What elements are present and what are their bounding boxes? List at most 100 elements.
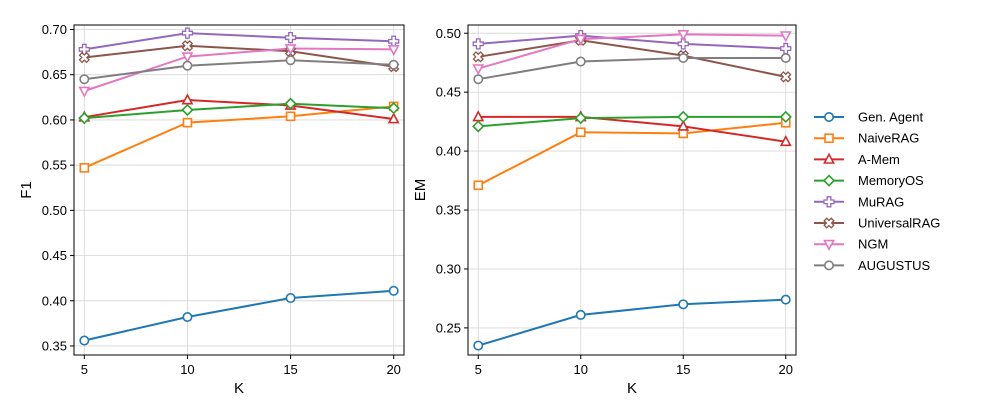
f1-series-points-augustus — [79, 55, 399, 85]
f1-series-line-memoryos — [84, 102, 394, 120]
em-point-naiverag-5 — [473, 180, 484, 191]
f1-series-points-universalrag — [78, 40, 400, 73]
f1-xtick-label: 15 — [283, 362, 297, 377]
em-point-gen-agent-20 — [780, 294, 791, 305]
legend-entry-memoryos: MemoryOS — [814, 173, 924, 188]
f1-point-memoryos-20 — [387, 102, 400, 115]
legend-label-a-mem: A-Mem — [858, 152, 900, 167]
em-point-gen-agent-15 — [678, 299, 689, 310]
f1-point-naiverag-10 — [182, 117, 193, 128]
em-y-axis-label: EM — [412, 179, 429, 202]
legend-entry-murag: MuRAG — [814, 194, 904, 209]
f1-point-murag-20 — [388, 35, 400, 47]
em-point-gen-agent-10 — [575, 309, 586, 320]
f1-point-universalrag-5 — [78, 51, 91, 64]
legend-marker-murag — [823, 196, 835, 208]
f1-ytick-label: 0.45 — [42, 248, 67, 263]
f1-point-gen-agent-10 — [182, 312, 193, 323]
em-ytick-label: 0.25 — [436, 320, 461, 335]
f1-point-ngm-10 — [181, 52, 194, 64]
f1-point-memoryos-10 — [181, 103, 194, 117]
em-point-ngm-5 — [472, 64, 485, 76]
legend-label-ngm: NGM — [858, 237, 888, 252]
f1-series-points-murag — [78, 27, 400, 56]
f1-ytick-label: 0.65 — [42, 67, 67, 82]
f1-ytick-label: 0.70 — [42, 22, 67, 37]
f1-point-memoryos-15 — [284, 97, 297, 110]
em-series-line-a-mem — [478, 115, 786, 143]
f1-ytick-label: 0.55 — [42, 158, 67, 173]
f1-x-axis-label: K — [234, 380, 244, 397]
f1-series-line-universalrag — [84, 44, 394, 68]
em-xtick-label: 10 — [574, 362, 588, 377]
em-series-line-ngm — [478, 33, 786, 70]
f1-series-line-ngm — [83, 47, 394, 92]
f1-point-ngm-15 — [284, 44, 297, 56]
f1-ytick-label: 0.35 — [42, 338, 67, 353]
f1-point-murag-5 — [78, 43, 90, 56]
f1-point-murag-10 — [181, 27, 194, 39]
f1-point-memoryos-5 — [78, 111, 91, 125]
em-x-axis-label: K — [627, 380, 637, 397]
em-series-line-universalrag — [478, 39, 787, 78]
f1-point-a-mem-10 — [181, 93, 194, 105]
em-point-naiverag-10 — [575, 127, 586, 138]
em-point-augustus-10 — [575, 56, 586, 67]
legend-label-murag: MuRAG — [858, 194, 904, 209]
f1-xtick-label: 20 — [386, 362, 400, 377]
f1-point-augustus-10 — [182, 60, 193, 71]
em-point-ngm-20 — [779, 31, 792, 43]
em-point-augustus-5 — [473, 74, 484, 85]
legend-entry-universalrag: UniversalRAG — [814, 216, 940, 231]
legend-entry-gen-agent: Gen. Agent — [814, 110, 923, 125]
em-series-line-naiverag — [477, 121, 786, 187]
em-ytick-label: 0.40 — [436, 144, 461, 159]
legend-entry-augustus: AUGUSTUS — [814, 258, 931, 273]
f1-y-axis-label: F1 — [18, 181, 35, 199]
em-point-memoryos-20 — [779, 110, 792, 124]
em-point-memoryos-10 — [574, 111, 587, 125]
em-point-murag-20 — [780, 42, 792, 55]
legend-marker-augustus — [823, 260, 834, 271]
em-point-a-mem-20 — [779, 134, 792, 147]
em-grid — [468, 25, 796, 355]
em-point-memoryos-15 — [677, 110, 690, 124]
f1-point-ngm-20 — [387, 45, 400, 57]
em-series-points-augustus — [473, 52, 791, 85]
em-series-line-gen-agent — [478, 298, 786, 347]
f1-point-ngm-5 — [78, 86, 91, 98]
em-ytick-label: 0.35 — [436, 203, 461, 218]
em-series-line-memoryos — [478, 115, 786, 128]
f1-point-a-mem-20 — [387, 112, 400, 124]
em-ytick-label: 0.45 — [436, 85, 461, 100]
em-point-memoryos-5 — [472, 120, 485, 133]
f1-xtick-label: 5 — [81, 362, 88, 377]
em-point-ngm-15 — [677, 30, 690, 42]
em-ytick-label: 0.30 — [436, 261, 461, 276]
legend-entry-naiverag: NaiveRAG — [814, 131, 919, 146]
legend-marker-a-mem — [823, 152, 835, 164]
f1-axes-frame — [73, 24, 405, 356]
em-xtick-label: 15 — [676, 362, 690, 377]
legend-label-memoryos: MemoryOS — [858, 173, 924, 188]
f1-point-augustus-15 — [285, 55, 296, 66]
f1-series-points-ngm — [78, 44, 400, 98]
legend: Gen. Agent NaiveRAG A-Mem MemoryOS MuRAG Univ… — [814, 110, 940, 273]
em-point-murag-15 — [677, 38, 689, 50]
f1-series-line-a-mem — [84, 98, 394, 120]
em-axes-frame — [467, 24, 797, 356]
f1-chart-panel: 5 10 15 20 0.35 0.40 0.45 0.50 0.55 0.60 0.65 0.70 K… — [18, 22, 405, 397]
f1-point-gen-agent-5 — [79, 335, 90, 346]
f1-point-augustus-5 — [79, 74, 90, 85]
f1-point-murag-15 — [284, 32, 297, 44]
em-chart-panel: 5 10 15 20 0.25 0.30 0.35 0.40 0.45 0.50 K EM — [412, 24, 797, 397]
legend-entry-ngm: NGM — [814, 237, 888, 252]
f1-point-gen-agent-15 — [285, 293, 296, 304]
f1-series-line-gen-agent — [84, 289, 394, 342]
em-point-augustus-15 — [678, 52, 689, 63]
em-xtick-label: 20 — [779, 362, 793, 377]
f1-xtick-label: 10 — [180, 362, 194, 377]
legend-label-augustus: AUGUSTUS — [858, 258, 931, 273]
